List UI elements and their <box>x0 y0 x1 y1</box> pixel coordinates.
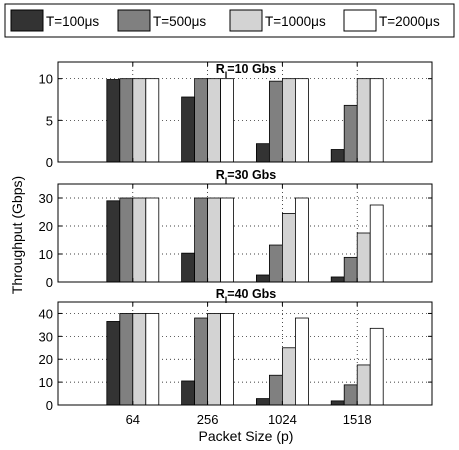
bar <box>294 317 309 406</box>
legend-label: T=2000μs <box>379 14 440 29</box>
bar <box>145 313 160 406</box>
bar <box>369 204 384 283</box>
bar <box>207 78 222 163</box>
legend-swatch <box>117 9 151 32</box>
y-tick-label: 0 <box>46 398 53 413</box>
y-tick-label: 30 <box>39 329 53 344</box>
bar <box>255 398 270 406</box>
bar <box>343 384 358 406</box>
y-tick-label: 20 <box>39 219 53 234</box>
bar <box>132 313 147 406</box>
chart-panel: 0 10 20 30 40 RI=40 Gbs <box>39 287 433 413</box>
bar <box>330 400 345 406</box>
bar <box>220 313 235 406</box>
legend-swatch <box>343 9 377 32</box>
bar <box>194 78 209 163</box>
y-axis-label: Throughput (Gbps) <box>9 176 25 294</box>
bar <box>194 197 209 283</box>
bar <box>181 380 196 406</box>
bar <box>268 374 283 406</box>
bar <box>132 197 147 283</box>
y-tick-label: 0 <box>46 275 53 290</box>
bar <box>255 274 270 283</box>
legend-label: T=100μs <box>46 14 99 29</box>
bar <box>181 96 196 163</box>
bar <box>343 104 358 163</box>
chart-panel: 0 5 10 RI=10 Gbs <box>39 61 433 170</box>
panel-title: RI=30 Gbs <box>216 168 277 186</box>
panel-title: RI=40 Gbs <box>216 287 277 305</box>
bar <box>132 78 147 163</box>
x-tick-label: 256 <box>197 412 219 427</box>
bar <box>294 197 309 283</box>
x-tick-label: 1024 <box>268 412 297 427</box>
bar <box>194 317 209 406</box>
y-tick-label: 20 <box>39 352 53 367</box>
bar <box>220 78 235 163</box>
bar <box>106 321 121 406</box>
bar <box>356 364 371 406</box>
bar <box>281 347 296 406</box>
legend-swatch <box>10 9 44 32</box>
chart-panel: 0 10 20 30 RI=30 Gbs <box>39 168 433 290</box>
bar <box>281 212 296 283</box>
bar <box>330 149 345 163</box>
bar <box>369 78 384 163</box>
bar <box>145 197 160 283</box>
legend-swatch <box>229 9 263 32</box>
bar <box>255 143 270 163</box>
x-tick-label: 1518 <box>343 412 372 427</box>
bar <box>181 252 196 283</box>
panel-title: RI=10 Gbs <box>216 62 277 80</box>
legend-label: T=500μs <box>153 14 206 29</box>
y-tick-label: 40 <box>39 306 53 321</box>
bar <box>207 197 222 283</box>
bar <box>220 197 235 283</box>
y-tick-label: 5 <box>46 113 53 128</box>
bar <box>145 78 160 163</box>
plot-frame <box>57 301 433 406</box>
bar <box>119 78 134 163</box>
bar <box>268 80 283 163</box>
chart-panels: 0 5 10 RI=10 Gbs 0 10 20 30 RI=30 Gbs 0 10 20 30 40 RI… <box>39 61 433 427</box>
bar <box>119 313 134 406</box>
y-tick-label: 10 <box>39 247 53 262</box>
x-tick-label: 64 <box>126 412 140 427</box>
bar <box>343 256 358 283</box>
bar <box>119 197 134 283</box>
y-tick-label: 30 <box>39 191 53 206</box>
bar <box>281 78 296 163</box>
legend-label: T=1000μs <box>265 14 326 29</box>
y-tick-label: 0 <box>46 155 53 170</box>
bar <box>294 78 309 163</box>
x-axis-label: Packet Size (p) <box>199 428 294 444</box>
bar <box>330 276 345 283</box>
bar <box>268 244 283 283</box>
y-tick-label: 10 <box>39 72 53 87</box>
bar <box>356 78 371 163</box>
bar <box>106 200 121 283</box>
bar <box>356 232 371 283</box>
plot-frame <box>57 183 433 283</box>
bar <box>207 313 222 406</box>
plot-frame <box>57 61 433 163</box>
legend: T=100μs T=500μs T=1000μs T=2000μs <box>4 3 455 38</box>
bar <box>369 327 384 406</box>
bar <box>106 79 121 163</box>
y-tick-label: 10 <box>39 375 53 390</box>
